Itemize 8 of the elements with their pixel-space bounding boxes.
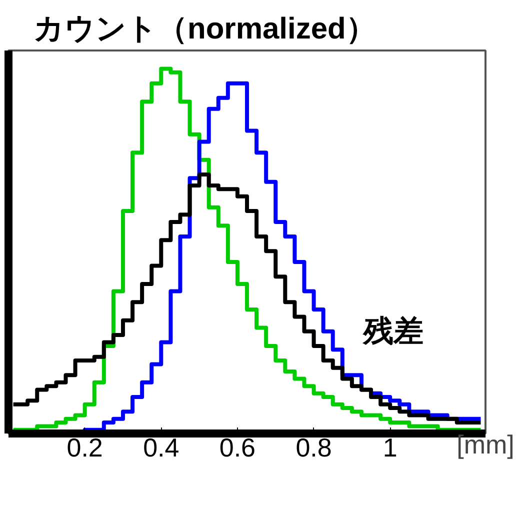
annotation: 残差 [361, 314, 424, 348]
x-tick-label: 1 [382, 432, 398, 462]
y-axis-title: カウント（normalized） [34, 12, 376, 46]
x-tick-label: 0.2 [66, 432, 103, 462]
x-axis-title: [mm] [456, 430, 514, 460]
x-tick-label: 0.4 [143, 432, 180, 462]
x-tick-label: 0.8 [296, 432, 332, 462]
x-tick-label: 0.6 [219, 432, 256, 462]
